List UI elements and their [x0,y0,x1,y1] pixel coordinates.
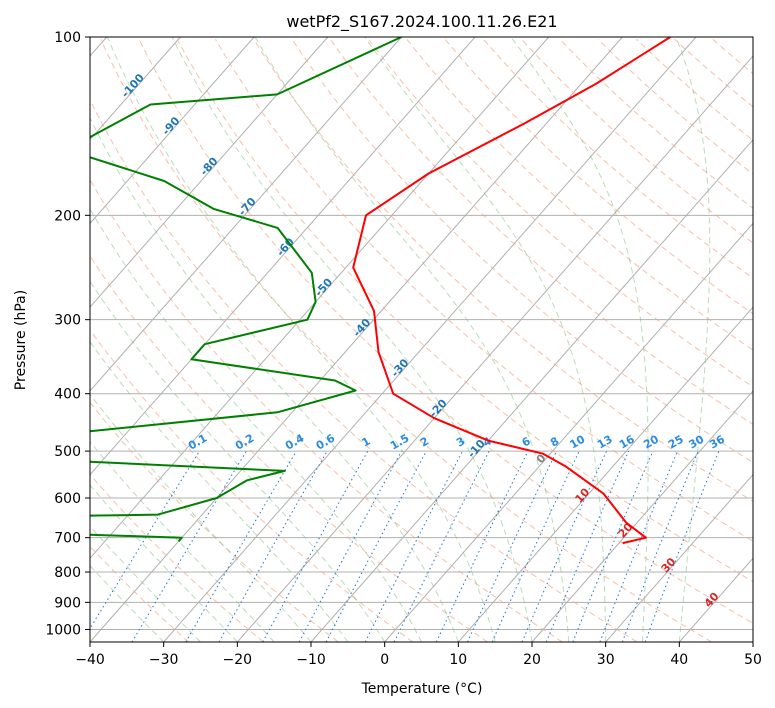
isotherm-gridline [163,37,697,642]
dry-adiabat [291,39,753,464]
dewpoint-profile-line [90,37,402,542]
y-tick-label: 300 [54,313,81,329]
isotherm-gridline [90,37,402,392]
y-tick-label: 400 [54,387,81,403]
x-tick-label: 20 [523,652,541,668]
moist-adiabat [510,37,649,642]
isotherm-gridline [236,55,753,642]
y-tick-label: 800 [54,565,81,581]
dry-adiabat [559,38,753,209]
moist-adiabat [675,37,711,642]
isotherm-gridline [457,306,753,642]
moist-adiabat [90,208,422,642]
isotherm-gridline [384,222,753,642]
y-axis-title: Pressure (hPa) [13,290,29,390]
moist-adiabat [254,37,570,642]
x-tick-label: −10 [296,652,326,668]
moist-adiabat [90,484,238,642]
dry-adiabat [90,255,488,642]
moist-adiabat [90,393,312,642]
y-tick-label: 600 [54,491,81,507]
x-tick-label: 10 [449,652,467,668]
y-axis: 100 200 300 400 500 600 700 800 900 1000 [45,30,90,638]
mixing-ratio-line [393,450,490,642]
isotherm-gridline [90,37,255,225]
isotherm-gridline [531,390,753,642]
dry-adiabat [100,39,712,642]
x-tick-label: 30 [597,652,615,668]
isotherm-gridline [90,37,181,141]
dry-adiabat [90,178,563,642]
y-tick-label: 200 [54,208,81,224]
y-tick-label: 900 [54,595,81,611]
isotherm-gridline [90,37,550,560]
moist-adiabat [364,37,607,642]
mixing-ratio-line [435,450,529,642]
x-tick-label: −40 [75,652,105,668]
x-tick-label: 50 [744,652,762,668]
isotherm-gridline [90,37,476,476]
plot-frame [89,36,754,643]
isotherm-gridline [605,473,753,642]
mixing-ratio-line [298,450,402,642]
mixing-ratio-line [467,450,557,642]
isotherm-gridline [90,37,329,308]
dry-adiabat [597,38,753,175]
dry-adiabat [215,39,753,542]
mixing-ratio-line [621,450,699,642]
dry-adiabat [90,329,414,642]
x-tick-label: 0 [380,652,389,668]
mixing-ratio-line [90,450,200,630]
moist-adiabat [90,116,459,642]
dry-adiabat [138,39,753,624]
mixing-ratio-line [131,450,247,642]
y-tick-label: 500 [54,444,81,460]
moist-adiabat [171,37,533,642]
x-tick-label: −20 [223,652,253,668]
moist-adiabat [90,440,275,642]
chart-title: wetPf2_S167.2024.100.11.26.E21 [286,12,557,32]
x-axis: −40 −30 −20 −10 0 10 20 30 40 50 [75,642,762,668]
dry-adiabat [176,39,753,583]
moist-adiabat [90,341,349,642]
y-tick-label: 700 [54,531,81,547]
y-tick-label: 100 [54,30,81,46]
mixing-ratio-line [491,450,580,642]
x-tick-label: −30 [149,652,179,668]
dry-adiabat [521,38,753,244]
moist-adiabat [90,280,386,642]
y-tick-label: 1000 [45,622,81,638]
x-axis-title: Temperature (°C) [361,681,483,697]
dry-adiabat [253,39,753,503]
dry-adiabat [90,98,638,642]
dry-adiabat [368,38,753,388]
moist-adiabat [106,37,496,642]
dry-adiabat [406,38,753,351]
mixing-ratio-line [185,450,297,642]
mixing-ratio-line [644,450,720,642]
plot-area: 0.1 0.2 0.4 0.6 1 1.5 2 3 4 6 8 10 13 16 20 25 30 36-100-… [90,37,753,642]
temperature-profile-line [352,37,671,545]
dry-adiabat [90,401,339,642]
x-tick-label: 40 [670,652,688,668]
